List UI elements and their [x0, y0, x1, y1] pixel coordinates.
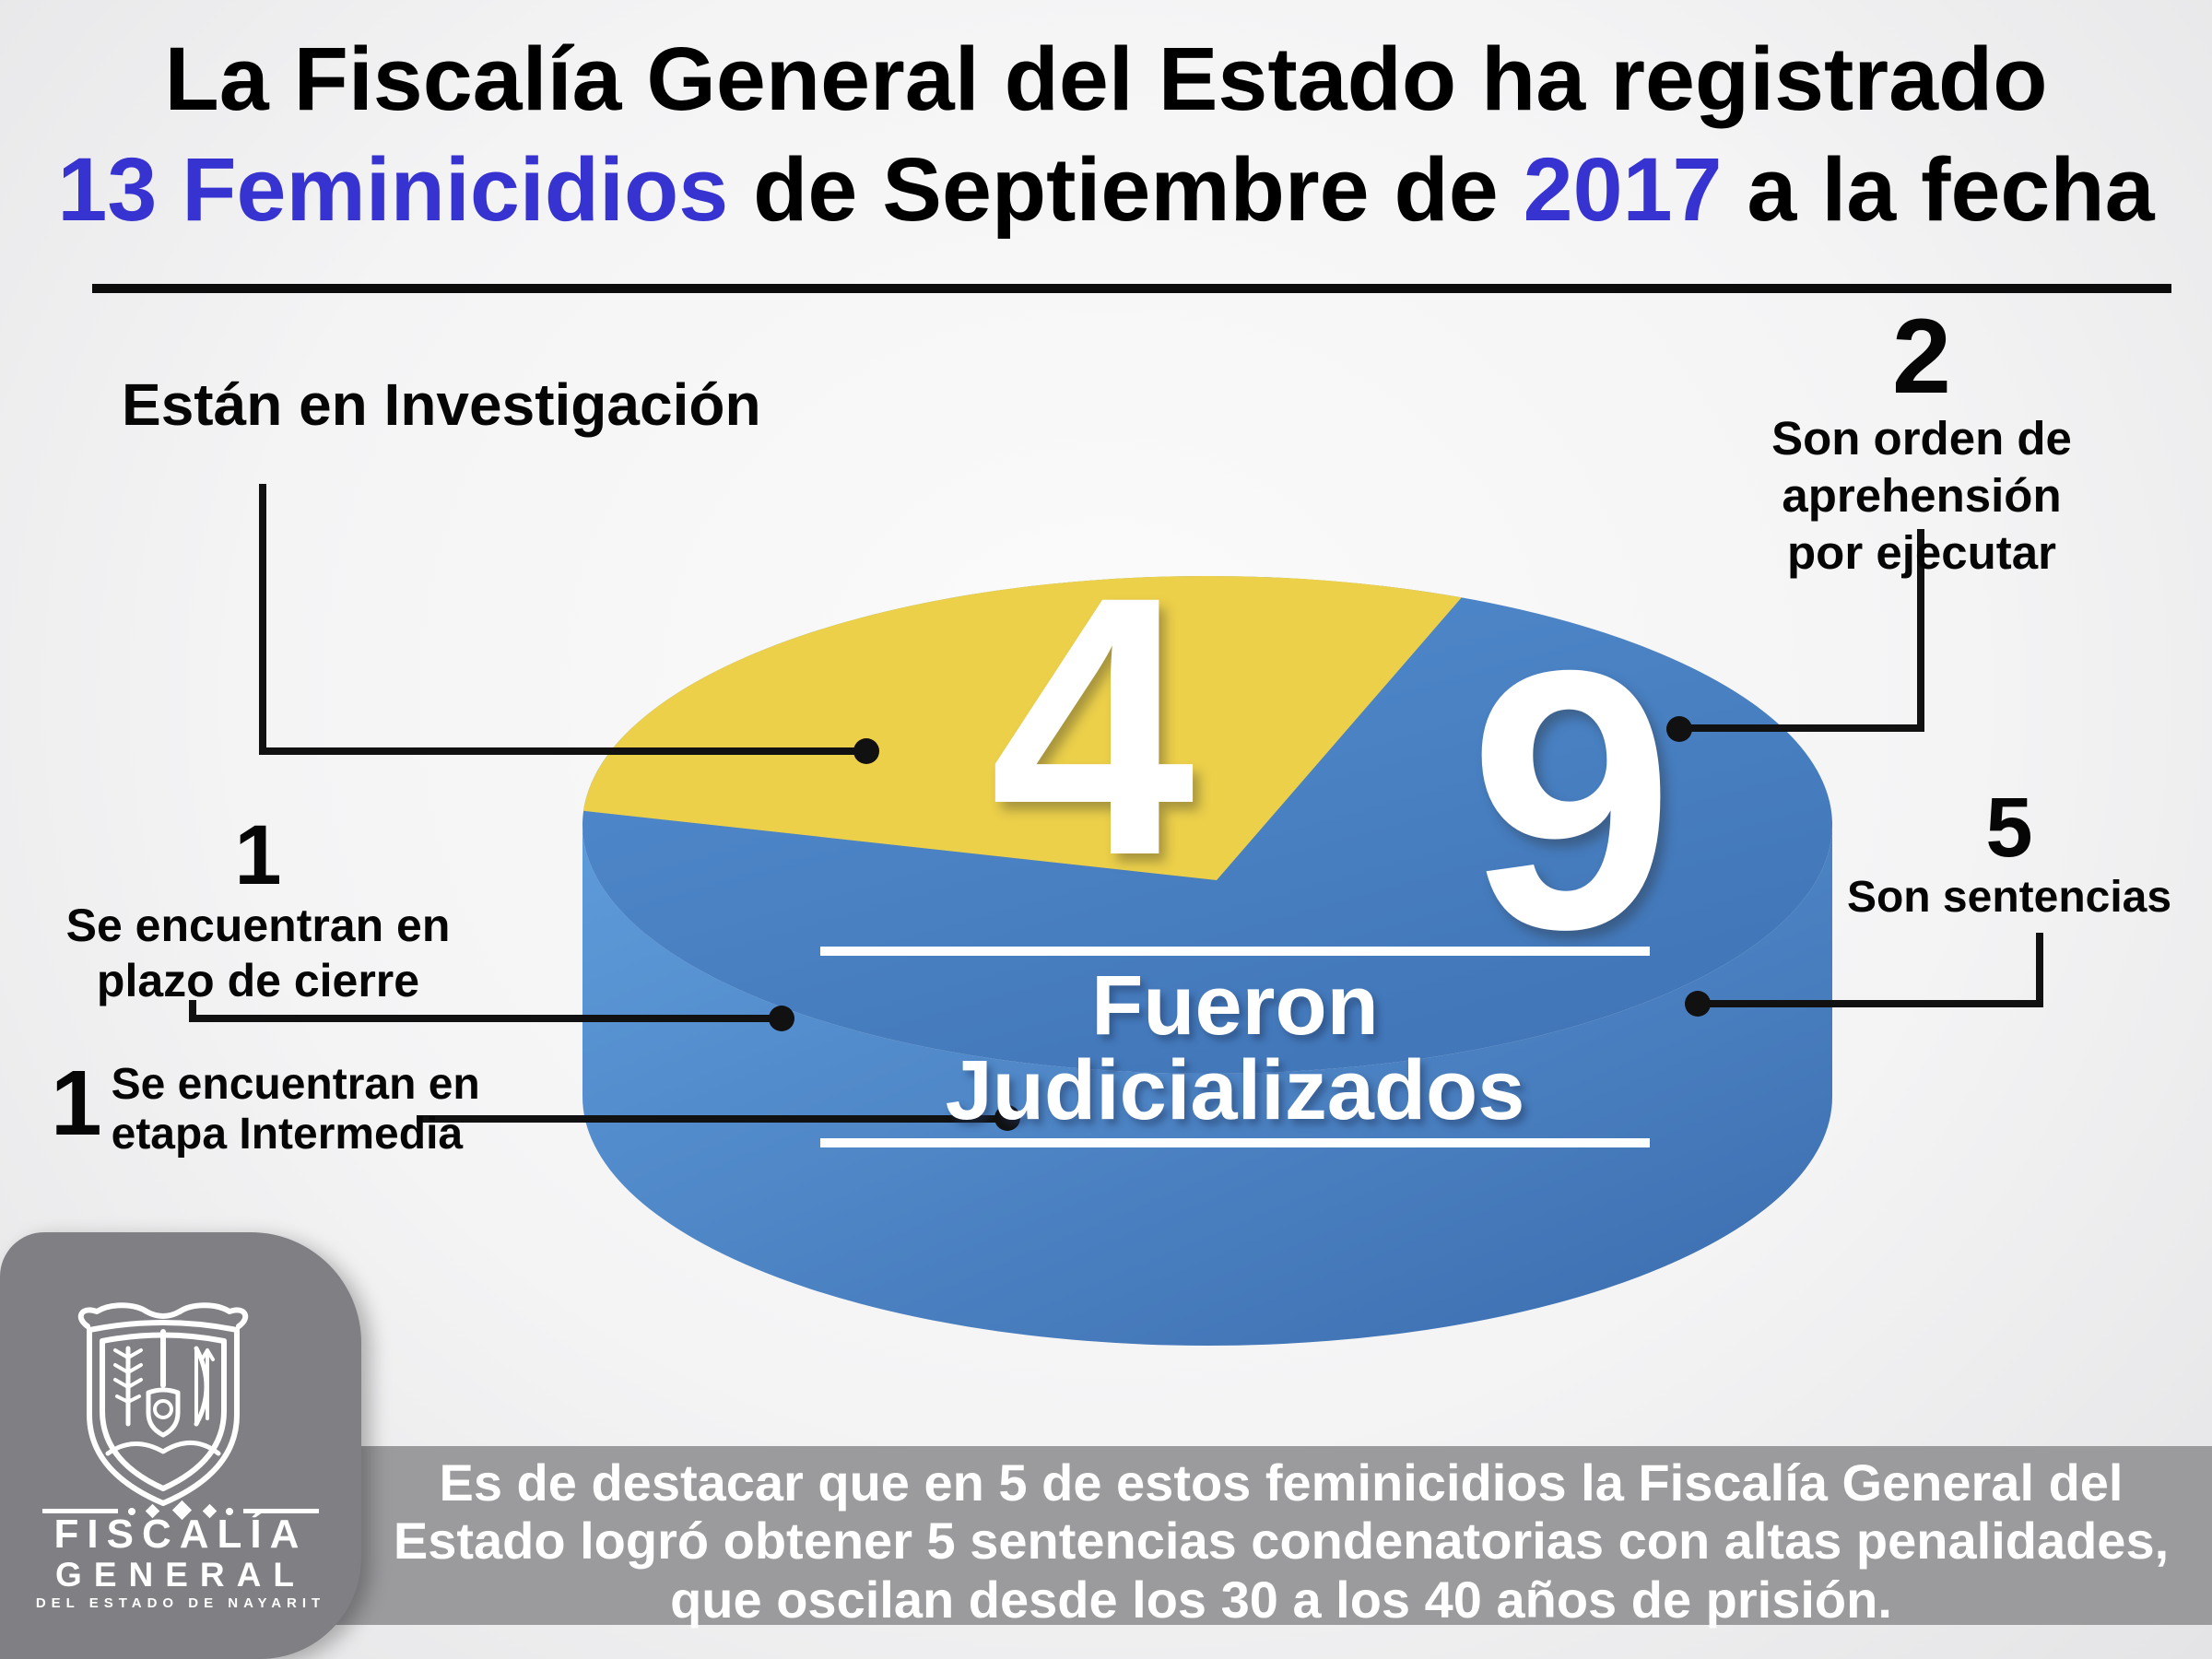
label-aprehension: 2 Son orden de aprehensión por ejecutar [1631, 304, 2212, 582]
leader-line-sentencias [1698, 933, 2043, 1007]
sentencias-count: 5 [1985, 781, 2033, 875]
leader-line-investigacion [259, 484, 866, 755]
leader-dot-investigacion [853, 738, 879, 764]
pie-value-judicializados: 9 [1468, 594, 1675, 1006]
title-line-2-middle: de Septiembre de [728, 139, 1524, 241]
label-plazo: 1 Se encuentran en plazo de cierre [51, 813, 465, 1008]
leader-dot-plazo [769, 1006, 794, 1031]
title-line-2-end: a la fecha [1722, 139, 2155, 241]
leader-dot-etapa [994, 1105, 1020, 1131]
aprehension-count: 2 [1892, 298, 1951, 416]
etapa-text-1: Se encuentran en [111, 1060, 480, 1109]
leader-line-plazo [189, 1000, 782, 1022]
leader-dot-aprehension [1666, 716, 1692, 742]
title-feminicidios-count: 13 Feminicidios [57, 139, 729, 241]
fiscalia-logo: FISCALÍA GENERAL DEL ESTADO DE NAYARIT [0, 1232, 361, 1659]
pie-side-face [582, 825, 1832, 1346]
plazo-count: 1 [234, 808, 282, 902]
page-title: La Fiscalía General del Estado ha regist… [0, 24, 2212, 246]
footer-bar [0, 1446, 2212, 1625]
pie-center-label: Fueron Judicializados [820, 947, 1650, 1147]
coat-of-arms-icon [42, 1302, 319, 1521]
footer-line-1: Es de destacar que en 5 de estos feminic… [439, 1453, 2124, 1512]
aprehension-text-1: Son orden de aprehensión [1771, 412, 2072, 523]
etapa-count: 1 [51, 1052, 102, 1155]
label-sentencias: 5 Son sentencias [1797, 785, 2212, 925]
footer-line-2: Estado logró obtener 5 sentencias conden… [393, 1512, 2170, 1571]
title-line-1: La Fiscalía General del Estado ha regist… [164, 29, 2048, 129]
logo-text-estado: DEL ESTADO DE NAYARIT [35, 1595, 326, 1611]
logo-text-general: GENERAL [55, 1556, 306, 1594]
label-investigacion: Están en Investigación [122, 371, 761, 438]
title-line-2: 13 Feminicidios de Septiembre de 2017 a … [0, 135, 2212, 245]
sentencias-text: Son sentencias [1846, 873, 2172, 922]
plazo-text-2: plazo de cierre [96, 955, 420, 1006]
pie-value-investigacion: 4 [989, 520, 1195, 932]
footer-text: Es de destacar que en 5 de estos feminic… [350, 1453, 2212, 1629]
leader-dot-sentencias [1685, 991, 1711, 1017]
plazo-text-1: Se encuentran en [65, 900, 451, 951]
footer-line-3: que oscilan desde los 30 a los 40 años d… [670, 1570, 1892, 1629]
leader-line-aprehension [1679, 529, 1924, 732]
logo-text-fiscalia: FISCALÍA [53, 1512, 308, 1557]
aprehension-text-2: por ejecutar [1787, 526, 2056, 580]
pie-slice-investigacion [583, 575, 1462, 880]
etapa-text-2: etapa Intermedia [111, 1110, 464, 1159]
label-etapa: 1 Se encuentran en etapa Intermedia [51, 1052, 480, 1159]
title-year: 2017 [1523, 139, 1723, 241]
